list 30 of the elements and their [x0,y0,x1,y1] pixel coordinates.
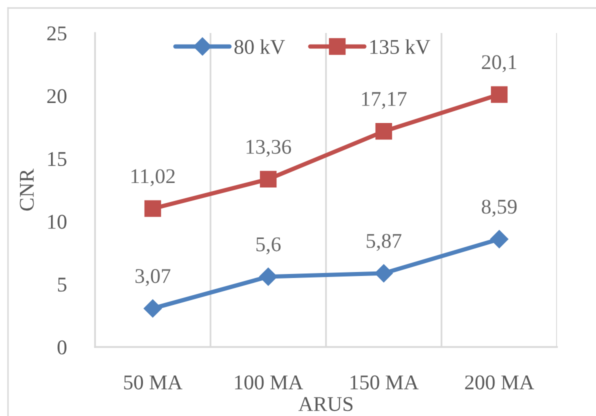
x-tick-label: 50 MA [124,375,182,390]
point [259,268,278,286]
y-tick-label: 10 [48,214,66,229]
y-tick-label: 20 [47,89,66,104]
data-label: 20,1 [482,55,516,72]
y-tick-label: 25 [47,26,66,40]
x-tick-label: 150 MA [350,375,419,390]
point [260,170,277,188]
data-label: 8,59 [482,200,517,217]
legend-label: 80 kV [234,39,285,54]
point [144,299,162,318]
data-label: 11,02 [132,169,175,186]
data-label: 3,07 [136,269,170,286]
data-label: 5,87 [366,234,402,251]
legend-label: 135 kV [370,39,430,54]
x-axis-title: ARUS [298,397,352,412]
y-tick-label: 0 [58,340,66,354]
y-tick-label: 5 [58,278,66,292]
point [490,86,508,103]
y-axis-title: CNR [20,168,34,211]
x-tick-label: 100 MA [235,375,304,390]
data-label: 5,6 [256,237,281,254]
point [144,200,162,217]
point [490,230,508,248]
y-tick-label: 15 [48,152,66,166]
x-tick-label: 200 MA [465,375,534,390]
point [374,264,393,282]
data-label: 13,36 [246,140,292,157]
data-label: 17,17 [362,92,407,109]
point [375,123,392,140]
